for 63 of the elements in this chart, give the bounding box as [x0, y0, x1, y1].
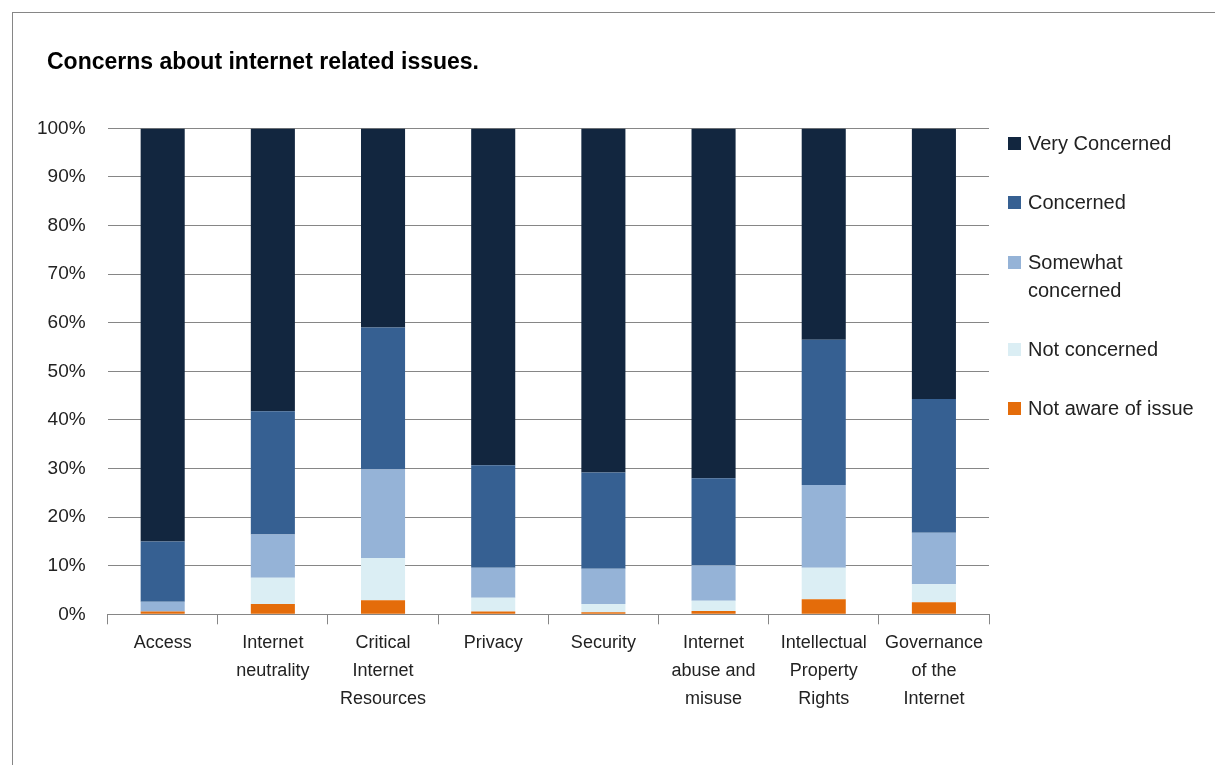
bar	[911, 532, 956, 585]
y-tick-label: 80%	[47, 213, 86, 235]
bar	[801, 485, 846, 568]
x-tick-label: Critical Internet Resources	[340, 632, 427, 709]
legend-label: Not concerned	[1028, 336, 1160, 362]
y-tick-label: 0%	[58, 602, 86, 624]
y-tick-label: 20%	[47, 505, 86, 527]
bar	[471, 128, 516, 466]
y-tick-label: 100%	[36, 116, 86, 138]
bar	[691, 600, 736, 611]
bar	[911, 584, 956, 603]
bar	[140, 611, 185, 614]
y-tick-label: 40%	[47, 408, 86, 430]
bar	[691, 478, 736, 566]
bar	[691, 565, 736, 601]
bar	[361, 469, 406, 558]
bar	[581, 604, 626, 613]
x-tick-label: Access	[133, 632, 192, 653]
bar	[250, 604, 295, 614]
bar	[361, 327, 406, 470]
y-tick-label: 50%	[47, 359, 86, 381]
bar	[471, 465, 516, 568]
x-tick-label: Governance of the Internet	[884, 632, 983, 709]
y-tick-label: 90%	[47, 165, 86, 187]
bar	[140, 128, 185, 542]
bar	[250, 411, 295, 535]
bar	[801, 128, 846, 340]
bar	[581, 568, 626, 605]
chart-title: Concerns about internet related issues.	[47, 48, 480, 75]
bar	[581, 472, 626, 569]
x-tick-label: Internet abuse and misuse	[671, 632, 756, 709]
bar	[801, 339, 846, 486]
bar	[250, 534, 295, 578]
bar	[691, 610, 736, 614]
bar	[801, 599, 846, 614]
legend-label: Very Concerned	[1028, 131, 1173, 156]
bar	[140, 601, 185, 612]
y-tick-label: 10%	[47, 553, 86, 575]
bar	[691, 128, 736, 479]
bar	[361, 600, 406, 614]
x-tick-label: Security	[570, 632, 636, 653]
bar	[471, 597, 516, 612]
bar	[471, 567, 516, 598]
bar	[250, 128, 295, 412]
bar	[911, 128, 956, 400]
x-tick-label: Privacy	[463, 632, 523, 653]
bar	[361, 128, 406, 328]
bar	[471, 611, 516, 614]
legend-label: Concerned	[1028, 190, 1127, 216]
bar	[140, 541, 185, 602]
bar	[581, 128, 626, 473]
y-tick-label: 60%	[47, 310, 86, 332]
bar	[361, 557, 406, 601]
y-tick-label: 30%	[47, 456, 86, 478]
y-tick-label: 70%	[47, 262, 86, 284]
bar	[801, 567, 846, 600]
legend-label: Somewhat concerned	[1028, 249, 1124, 303]
bar	[911, 602, 956, 614]
bar	[250, 577, 295, 605]
bar	[911, 399, 956, 533]
x-tick-label: Intellectual Property Rights	[780, 632, 867, 709]
legend-label: Not aware of issue	[1028, 396, 1195, 421]
x-tick-label: Internet neutrality	[236, 632, 310, 681]
